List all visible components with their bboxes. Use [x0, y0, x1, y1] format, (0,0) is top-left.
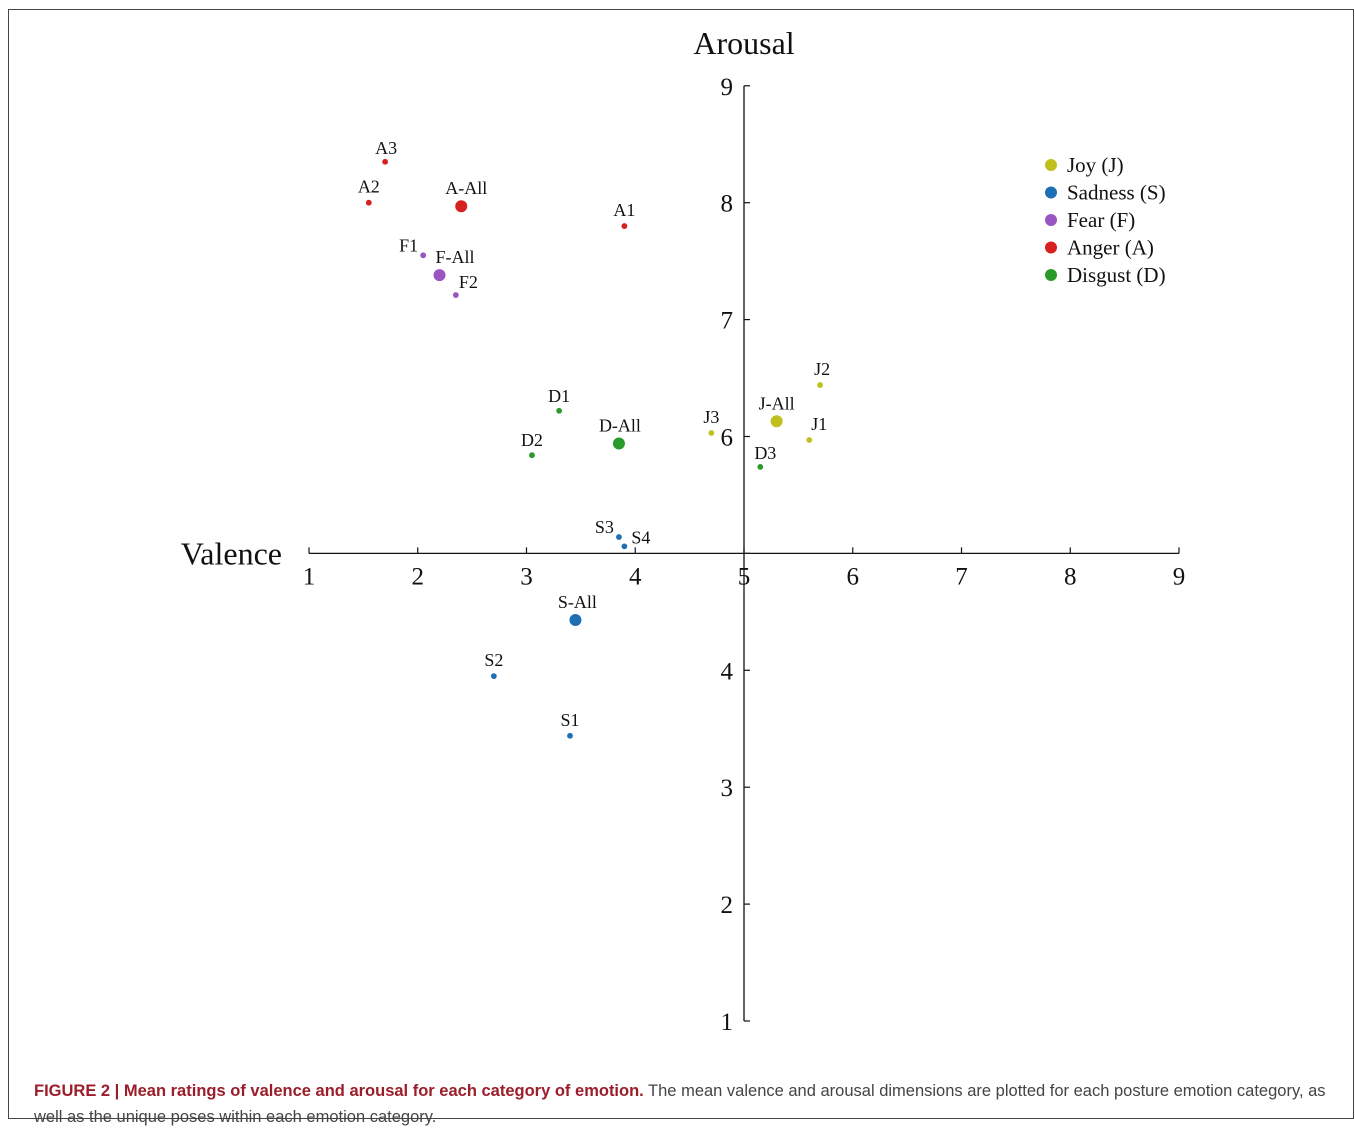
series-group: F1 F2 F-All — [399, 235, 478, 298]
point-label: J2 — [814, 359, 830, 379]
x-axis-title: Valence — [181, 535, 282, 571]
x-tick-label: 4 — [629, 563, 642, 590]
data-point — [420, 252, 427, 259]
legend: Joy (J) Sadness (S) Fear (F) Anger (A) Disgu… — [1045, 153, 1166, 287]
data-points: J1J2J3J-AllS1S2S3S4S-AllF1F2F-AllA1A2A3A… — [358, 138, 830, 739]
x-tick-label: 9 — [1173, 563, 1186, 590]
legend-label: Fear (F) — [1067, 208, 1135, 232]
y-tick-label: 2 — [721, 892, 734, 919]
y-tick-label: 3 — [721, 775, 734, 802]
data-point — [616, 534, 622, 540]
point-label: S2 — [484, 650, 503, 670]
x-tick-label: 2 — [412, 563, 425, 590]
point-label: A1 — [613, 200, 635, 220]
y-tick-label: 9 — [721, 74, 734, 101]
series-group: D1 D2 D3 D-All — [521, 386, 776, 470]
point-label: F-All — [436, 247, 475, 267]
data-point — [365, 199, 372, 206]
point-label: F2 — [459, 272, 478, 292]
point-label: S3 — [595, 517, 614, 537]
point-label: A3 — [375, 138, 397, 158]
series-group: A1 A2 A3 A-All — [358, 138, 635, 229]
y-tick-label: 4 — [721, 658, 734, 685]
point-label: A2 — [358, 177, 380, 197]
point-label: S-All — [558, 592, 597, 612]
x-tick-label: 1 — [303, 563, 316, 590]
y-axis-title: Arousal — [693, 25, 794, 61]
x-tick-label: 5 — [738, 563, 751, 590]
legend-label: Disgust (D) — [1067, 263, 1166, 287]
data-point — [569, 614, 582, 627]
y-tick-label: 1 — [721, 1009, 734, 1036]
point-label: A-All — [445, 178, 487, 198]
data-point — [529, 452, 535, 459]
x-tick-label: 3 — [520, 563, 533, 590]
data-point — [455, 200, 468, 213]
data-point — [490, 673, 497, 680]
data-point — [621, 543, 628, 550]
y-tick-label: 6 — [721, 425, 734, 452]
point-label: J1 — [811, 414, 827, 434]
data-point — [433, 269, 446, 282]
figure-caption: FIGURE 2 | Mean ratings of valence and a… — [34, 1078, 1334, 1130]
data-point — [621, 223, 628, 229]
point-label: D1 — [548, 386, 570, 406]
point-label: D-All — [599, 416, 641, 436]
data-point — [382, 158, 389, 165]
scatter-plot: 1 2 3 4 5 6 7 8 9 1 2 3 4 6 7 8 9 Valence Arousal J1 J2 J3 J-… — [181, 25, 1186, 1036]
point-label: F1 — [399, 235, 418, 255]
legend-label: Sadness (S) — [1067, 181, 1166, 205]
series-group: J1 J2 J3 J-All — [703, 359, 830, 443]
data-point — [806, 437, 813, 443]
series-group: S1 S2 S3 S4 S-All — [484, 517, 650, 739]
point-label: J3 — [703, 407, 719, 427]
data-point — [757, 463, 764, 470]
legend-marker — [1045, 214, 1057, 226]
data-point — [452, 292, 459, 298]
point-label: D2 — [521, 430, 543, 450]
point-label: J-All — [759, 393, 795, 413]
y-tick-label: 7 — [721, 308, 734, 335]
data-point — [817, 382, 824, 388]
x-tick-label: 6 — [847, 563, 860, 590]
caption-lead: FIGURE 2 | Mean ratings of valence and a… — [34, 1082, 644, 1100]
legend-label: Anger (A) — [1067, 236, 1154, 260]
x-tick-label: 7 — [955, 563, 968, 590]
point-label: S4 — [631, 527, 650, 547]
data-point — [556, 407, 563, 414]
figure-frame: 1 2 3 4 5 6 7 8 9 1 2 3 4 6 7 8 9 Valence Arousal J1 J2 J3 J-… — [8, 9, 1354, 1126]
data-point — [708, 430, 715, 436]
point-label: D3 — [754, 443, 776, 463]
axes: 1 2 3 4 5 6 7 8 9 1 2 3 4 6 7 8 9 Valence Arousal — [181, 25, 1186, 1036]
y-tick-label: 8 — [721, 191, 734, 218]
point-label: S1 — [560, 710, 579, 730]
legend-marker — [1045, 159, 1057, 171]
legend-label: Joy (J) — [1067, 153, 1124, 177]
legend-marker — [1045, 186, 1057, 199]
data-point — [567, 732, 573, 739]
legend-marker — [1045, 241, 1057, 254]
legend-marker — [1045, 269, 1057, 281]
x-tick-label: 8 — [1064, 563, 1077, 590]
data-point — [770, 415, 783, 428]
data-point — [612, 437, 625, 450]
